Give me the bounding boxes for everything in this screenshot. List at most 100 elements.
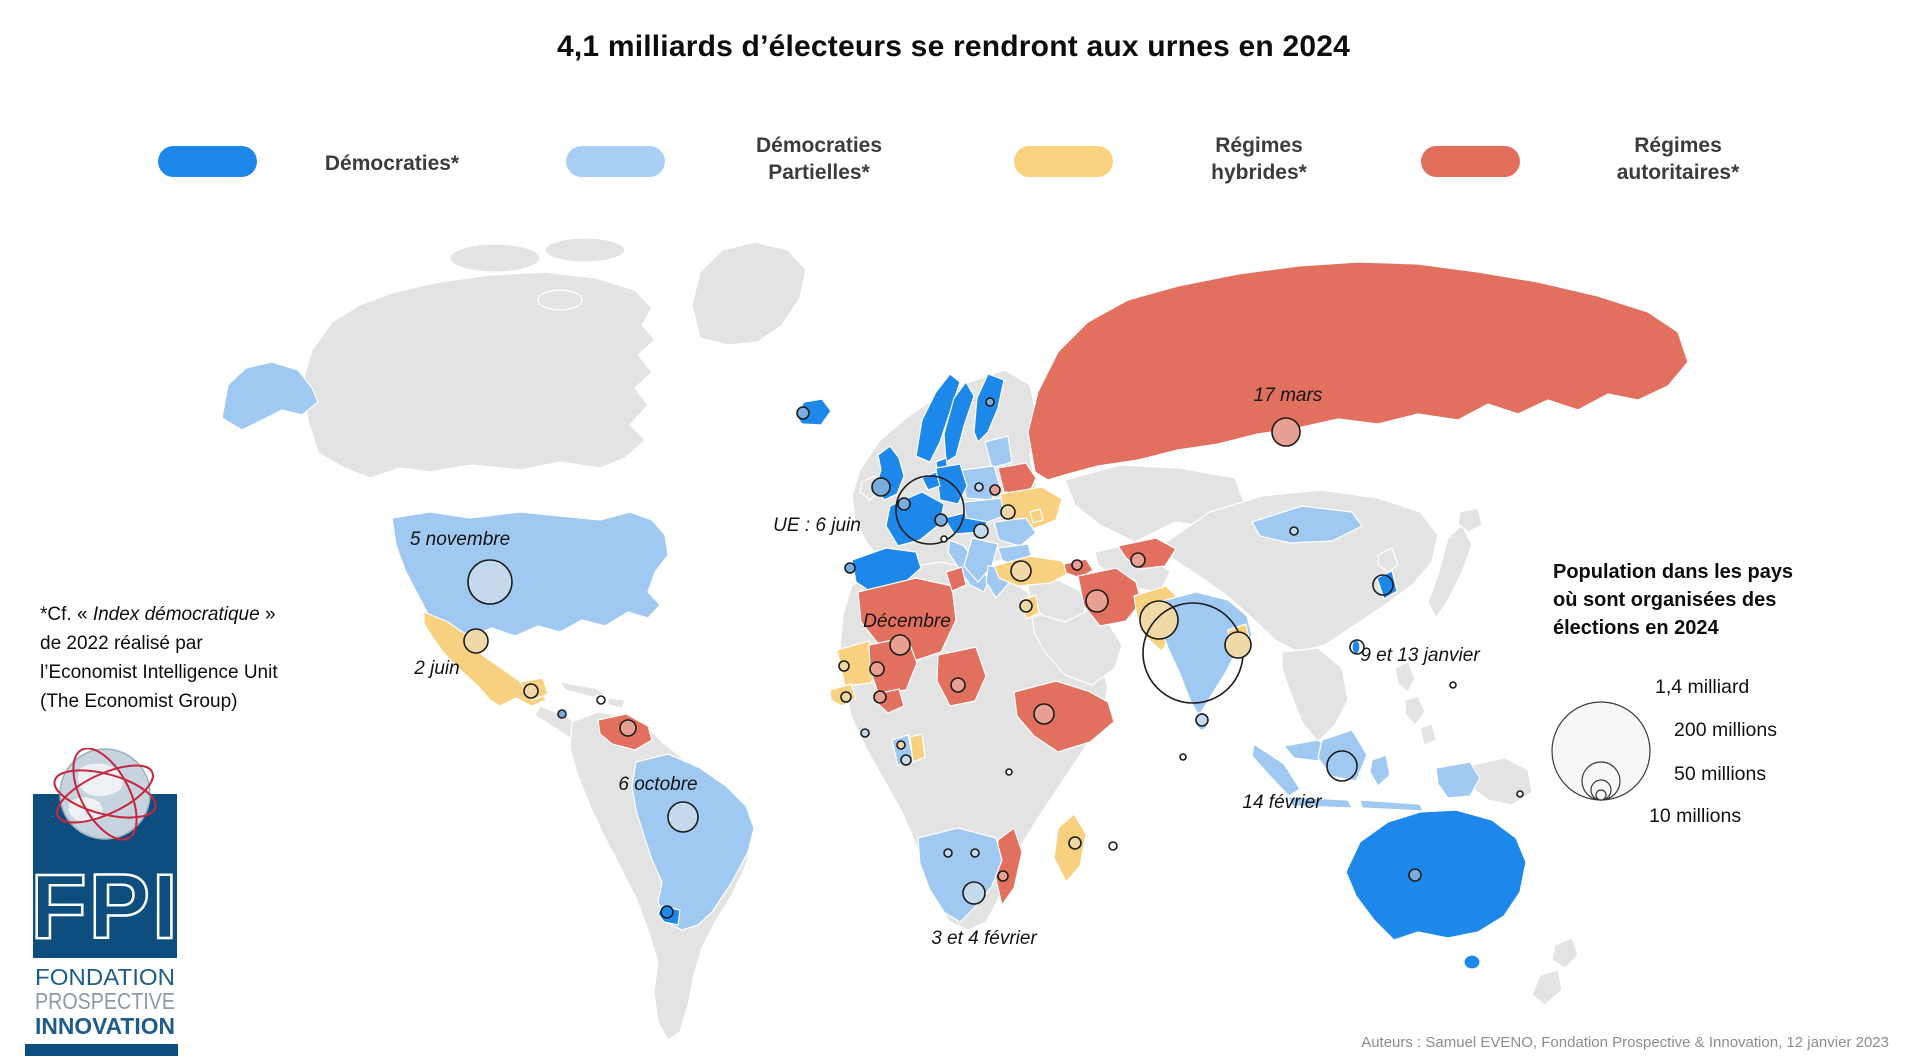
country-madagascar [1053,813,1087,884]
population-circle [943,848,953,858]
country-java [1287,796,1353,809]
population-circle [1408,868,1422,882]
country-indochina [1281,647,1349,743]
country-new-zealand [1531,969,1563,1006]
population-circle [1271,417,1301,447]
population-circle [619,719,637,737]
election-date-labels-layer: 5 novembre 2 juin 6 octobre UE : 6 juin 17 m… [410,385,1481,949]
election-date-label: Décembre [863,611,951,632]
population-circle [660,905,674,919]
election-date-label: UE : 6 juin [773,515,861,536]
country-new-zealand [1551,937,1579,969]
population-circle [1019,599,1033,613]
country-greenland [691,241,807,346]
logo-line2: PROSPECTIVE [35,988,175,1014]
population-circle [1010,560,1032,582]
footnote-post: » [259,604,276,625]
size-entry-label: 1,4 milliard [1655,676,1750,698]
population-circle [1449,681,1457,689]
legend-label-democracies: Démocraties* [324,152,460,175]
population-circle [838,660,850,672]
population-circle [1224,631,1252,659]
country-australia [1345,809,1527,941]
population-circle [989,484,1001,496]
population-circle [1372,574,1394,596]
legend-label-authoritarian-regimes: Régimes autoritaires* [1616,134,1740,184]
country-arctic-islands [449,243,541,273]
country-philippines [1419,723,1437,746]
population-circle [897,497,911,511]
size-entry-label: 200 millions [1674,719,1777,741]
population-circle [871,477,891,497]
footnote-italic: Index démocratique [92,604,260,625]
legend-label-hybrid-regimes: Régimes hybrides* [1211,134,1307,184]
authors-credit: Auteurs : Samuel EVENO, Fondation Prospe… [1361,1034,1889,1051]
population-circle [940,535,948,543]
country-czech-slovakia-hungary [963,497,1009,523]
population-circle [1033,703,1055,725]
country-chad [936,646,987,707]
population-circle [962,881,986,905]
population-circle [1326,750,1358,782]
country-borneo [1317,729,1368,782]
population-circle [973,523,989,539]
country-finland [973,373,1005,444]
population-circle [950,677,966,693]
population-circle [596,695,606,705]
population-circle [895,475,965,545]
population-circle [934,513,948,527]
countries-layer [221,237,1689,1041]
country-north-korea [1377,547,1399,573]
country-west-papua [1435,761,1481,799]
country-moldova [1029,508,1044,524]
country-romania [993,517,1037,547]
population-circle [1179,753,1187,761]
legend-swatch-democracies [158,146,257,177]
population-circle [1130,552,1146,568]
population-circle [1085,589,1109,613]
country-mongolia [1251,505,1363,544]
population-circle [974,482,984,492]
population-circle [1071,559,1083,571]
population-circle [997,870,1009,882]
country-russia [1027,261,1689,481]
population-circle [985,397,995,407]
fpi-logo: FPI FONDATION PROSPECTIVE INNOVATION [25,748,179,1056]
country-sweden [943,380,975,464]
logo-line1: FONDATION [35,964,175,990]
country-tasmania [1463,954,1481,970]
logo-bottom-bar [25,1044,178,1056]
election-date-label: 3 et 4 février [931,928,1037,949]
country-japan [1427,524,1473,620]
country-norway [915,373,961,463]
legend-label-partial-democracies: Démocraties Partielles* [755,134,883,184]
country-papua-new-guinea [1471,757,1533,806]
legend-swatch-authoritarian-regimes [1421,146,1520,177]
election-date-label: 6 octobre [618,774,697,795]
country-china [1161,489,1439,653]
population-circles-layer [463,397,1524,919]
size-circles-group [1551,701,1651,801]
population-circle [970,848,980,858]
country-canada [301,271,656,479]
population-circle [467,559,513,605]
page-title: 4,1 milliards d’électeurs se rendront au… [556,30,1350,63]
size-legend-circle [1595,789,1607,801]
population-circle [1516,790,1524,798]
country-belarus [997,462,1037,495]
logo-line3: INNOVATION [35,1013,175,1039]
population-circle [1068,836,1082,850]
population-circle [840,691,852,703]
population-circle [860,728,870,738]
country-balkans [963,537,999,583]
country-philippines [1404,695,1426,726]
election-date-label: 2 juin [413,658,459,679]
country-hispaniola [607,697,626,709]
country-togo-benin [909,733,926,763]
country-algeria [857,577,957,663]
population-circle [796,406,810,420]
country-tunisia [945,566,967,592]
election-date-label: 5 novembre [410,529,510,550]
legend-swatch-hybrid-regimes [1014,146,1113,177]
